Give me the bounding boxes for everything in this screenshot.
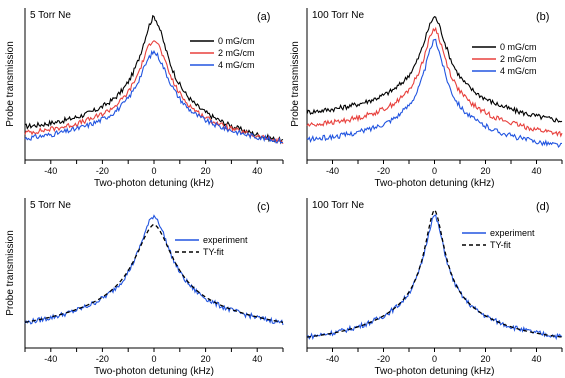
x-tick-label: 20 bbox=[480, 166, 490, 176]
panel-label: (b) bbox=[536, 11, 549, 23]
x-tick-label: -40 bbox=[326, 166, 339, 176]
series-line-experiment bbox=[24, 214, 284, 326]
x-axis-label: Two-photon detuning (kHz) bbox=[374, 178, 494, 189]
series-line-4-mg-cm bbox=[306, 38, 562, 149]
series-line-0-mg-cm bbox=[24, 14, 284, 145]
x-tick-label: 20 bbox=[201, 166, 211, 176]
x-tick-label: 0 bbox=[432, 354, 437, 364]
x-tick-label: 40 bbox=[531, 166, 541, 176]
y-axis-label: Probe transmission bbox=[5, 230, 16, 316]
x-axis-label: Two-photon detuning (kHz) bbox=[374, 366, 494, 377]
x-tick-label: 40 bbox=[252, 166, 262, 176]
series-line-ty-fit bbox=[306, 208, 563, 338]
legend-label: 0 mG/cm bbox=[218, 36, 255, 46]
series-line-2-mg-cm bbox=[306, 26, 563, 138]
panel-title: 5 Torr Ne bbox=[30, 200, 71, 211]
panel-c: -40 -20 0 20 40 Two-photon detuning (kHz) Prob… bbox=[5, 198, 284, 377]
legend-label: 2 mG/cm bbox=[218, 48, 255, 58]
panel-label: (d) bbox=[536, 201, 549, 213]
x-axis-label: Two-photon detuning (kHz) bbox=[94, 366, 214, 377]
panel-label: (c) bbox=[257, 201, 270, 213]
series-line-4-mg-cm bbox=[24, 49, 283, 144]
axes-frame bbox=[24, 198, 283, 349]
y-axis-label: Probe transmission bbox=[290, 41, 301, 127]
panel-b: -40 -20 0 20 40 Two-photon detuning (kHz) Prob… bbox=[290, 8, 563, 189]
x-tick-label: 0 bbox=[432, 166, 437, 176]
x-axis-label: Two-photon detuning (kHz) bbox=[94, 178, 214, 189]
x-tick-label: 20 bbox=[480, 354, 490, 364]
legend-label: TY-fit bbox=[203, 247, 224, 257]
legend-label: 4 mG/cm bbox=[500, 66, 537, 76]
series-line-experiment bbox=[306, 214, 563, 341]
panel-label: (a) bbox=[257, 11, 270, 23]
legend-label: 0 mG/cm bbox=[500, 42, 537, 52]
axes-frame bbox=[24, 8, 283, 161]
x-tick-label: 40 bbox=[252, 354, 262, 364]
x-tick-label: 40 bbox=[531, 354, 541, 364]
legend-label: 2 mG/cm bbox=[500, 54, 537, 64]
x-tick-label: 20 bbox=[201, 354, 211, 364]
y-axis-label: Probe transmission bbox=[5, 41, 16, 127]
legend-label: 4 mG/cm bbox=[218, 60, 255, 70]
x-tick-label: -20 bbox=[377, 166, 390, 176]
panel-d: -40 -20 0 20 40 Two-photon detuning (kHz) 100 … bbox=[306, 198, 563, 377]
series-line-0-mg-cm bbox=[306, 16, 563, 123]
panel-title: 100 Torr Ne bbox=[312, 10, 365, 21]
x-tick-label: -20 bbox=[377, 354, 390, 364]
series-line-ty-fit bbox=[24, 223, 284, 323]
x-tick-label: -20 bbox=[96, 166, 109, 176]
x-tick-label: -40 bbox=[44, 354, 57, 364]
panel-title: 5 Torr Ne bbox=[30, 10, 71, 21]
legend-label: TY-fit bbox=[490, 240, 511, 250]
x-tick-label: 0 bbox=[151, 166, 156, 176]
axes-frame bbox=[306, 198, 562, 349]
legend-label: experiment bbox=[203, 235, 248, 245]
x-tick-label: 0 bbox=[151, 354, 156, 364]
x-tick-label: -40 bbox=[44, 166, 57, 176]
x-tick-label: -40 bbox=[326, 354, 339, 364]
panel-title: 100 Torr Ne bbox=[312, 200, 365, 211]
legend-label: experiment bbox=[490, 228, 535, 238]
x-tick-label: -20 bbox=[96, 354, 109, 364]
panel-a: -40 -20 0 20 40 Two-photon detuning (kHz) Prob… bbox=[5, 8, 284, 189]
